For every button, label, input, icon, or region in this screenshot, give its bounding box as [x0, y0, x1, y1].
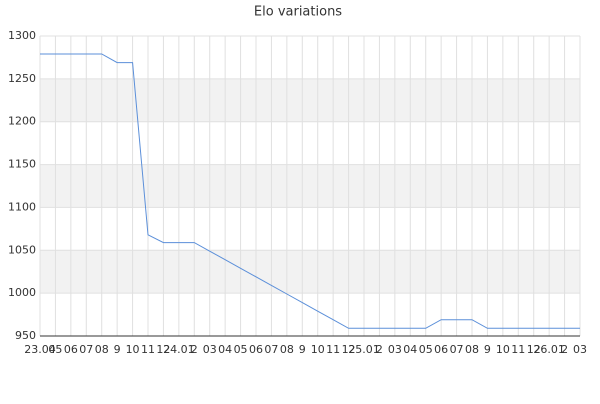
- y-tick-label: 950: [15, 329, 36, 342]
- y-tick-label: 1300: [8, 29, 36, 42]
- band: [40, 164, 580, 208]
- y-tick-label: 1000: [8, 286, 36, 299]
- x-tick-label: 06: [434, 343, 448, 356]
- x-tick-label: 9: [299, 343, 306, 356]
- x-tick-label: 2: [376, 343, 383, 356]
- x-tick-label: 11: [141, 343, 155, 356]
- x-tick-label: 03: [388, 343, 402, 356]
- x-tick-label: 24.01: [163, 343, 195, 356]
- x-tick-label: 04: [218, 343, 232, 356]
- x-tick-label: 04: [403, 343, 417, 356]
- x-tick-label: 08: [280, 343, 294, 356]
- chart-title: Elo variations: [254, 5, 342, 20]
- x-tick-label: 05: [234, 343, 248, 356]
- y-tick-label: 1050: [8, 243, 36, 256]
- x-tick-label: 9: [114, 343, 121, 356]
- y-tick-label: 1100: [8, 200, 36, 213]
- line: [40, 53, 580, 329]
- x-tick-label: 07: [264, 343, 278, 356]
- x-tick-label: 07: [79, 343, 93, 356]
- x-tick-label: 07: [450, 343, 464, 356]
- y-tick-label: 1200: [8, 115, 36, 128]
- y-tick-label: 1150: [8, 158, 36, 171]
- band: [40, 78, 580, 122]
- x-tick-label: 06: [64, 343, 78, 356]
- x-tick-label: 10: [126, 343, 140, 356]
- x-tick-label: 2: [561, 343, 568, 356]
- x-tick-label: 26.01: [533, 343, 565, 356]
- x-tick-label: 06: [249, 343, 263, 356]
- x-tick-label: 2: [191, 343, 198, 356]
- x-tick-label: 03: [573, 343, 587, 356]
- x-tick-label: 12: [342, 343, 356, 356]
- x-tick-label: 08: [95, 343, 109, 356]
- x-tick-label: 10: [311, 343, 325, 356]
- x-tick-label: 11: [511, 343, 525, 356]
- x-tick-label: 08: [465, 343, 479, 356]
- x-tick-label: 12: [156, 343, 170, 356]
- x-tick-label: 05: [419, 343, 433, 356]
- x-tick-label: 9: [484, 343, 491, 356]
- x-tick-label: 25.01: [348, 343, 380, 356]
- x-tick-label: 10: [496, 343, 510, 356]
- x-tick-label: 12: [527, 343, 541, 356]
- x-tick-label: 05: [48, 343, 62, 356]
- x-tick-label: 03: [203, 343, 217, 356]
- y-tick-label: 1250: [8, 72, 36, 85]
- band: [40, 250, 580, 294]
- x-tick-label: 23.04: [24, 343, 56, 356]
- x-tick-label: 11: [326, 343, 340, 356]
